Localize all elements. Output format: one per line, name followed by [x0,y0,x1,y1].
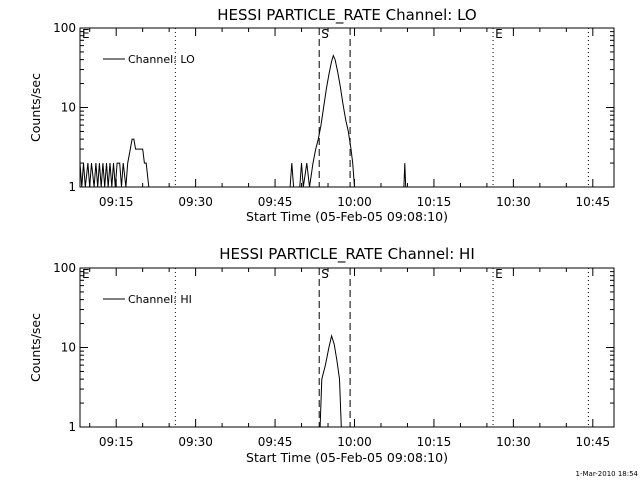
legend-entry: Channel: HI [128,293,192,306]
marker-label: E [82,27,90,41]
x-tick-label: 09:15 [99,195,134,209]
legend-entry: Channel: LO [128,53,195,66]
marker-label: E [82,267,90,281]
x-tick-label: 09:30 [178,435,213,449]
x-tick-label: 10:30 [496,195,531,209]
series-line [79,54,407,188]
x-axis-label: Start Time (05-Feb-05 09:08:10) [246,450,448,465]
x-tick-label: 10:00 [337,435,372,449]
marker-label: E [495,267,503,281]
y-tick-label: 10 [61,101,76,115]
y-tick-label: 1 [68,420,76,434]
y-tick-label: 10 [61,341,76,355]
y-tick-label: 100 [53,261,76,275]
panel-hi: HESSI PARTICLE_RATE Channel: HI 09:15 09:3… [28,245,615,465]
plot-frame [79,267,615,428]
y-tick-label: 100 [53,21,76,35]
y-axis-label: Counts/sec [28,313,43,382]
x-tick-label: 10:45 [576,435,611,449]
x-tick-label: 09:45 [258,435,293,449]
x-tick-label: 09:45 [258,195,293,209]
marker-label: S [321,267,329,281]
x-axis-label: Start Time (05-Feb-05 09:08:10) [246,209,448,224]
x-tick-label: 10:15 [417,195,452,209]
footer-timestamp: 1-Mar-2010 18:54 [576,470,639,478]
chart-title: HESSI PARTICLE_RATE Channel: LO [217,6,476,25]
y-axis-label: Counts/sec [28,73,43,142]
x-tick-label: 10:00 [337,195,372,209]
plot-frame [79,27,615,188]
series-line [319,334,342,428]
marker-label: E [495,27,503,41]
x-tick-label: 10:15 [417,435,452,449]
x-tick-label: 10:30 [496,435,531,449]
x-tick-label: 09:15 [99,435,134,449]
y-tick-label: 1 [68,180,76,194]
x-tick-label: 09:30 [178,195,213,209]
x-tick-label: 10:45 [576,195,611,209]
marker-label: S [321,27,329,41]
panel-lo: HESSI PARTICLE_RATE Channel: LO 09:15 09:3… [28,6,615,224]
chart-title: HESSI PARTICLE_RATE Channel: HI [219,245,475,264]
